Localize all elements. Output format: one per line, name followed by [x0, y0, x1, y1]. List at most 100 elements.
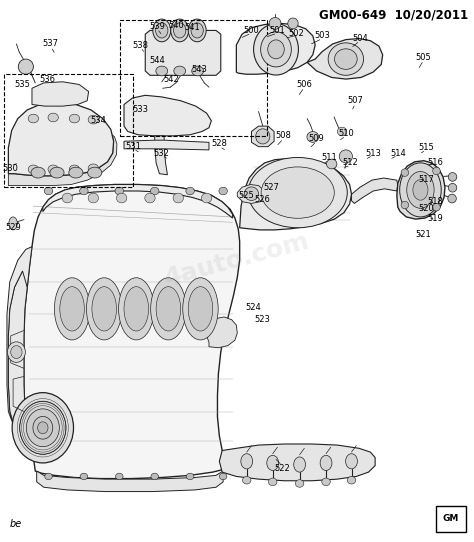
Ellipse shape [60, 287, 84, 331]
Text: 526: 526 [255, 195, 270, 204]
Text: 517: 517 [418, 175, 434, 184]
Text: 530: 530 [3, 164, 18, 173]
Ellipse shape [261, 167, 334, 218]
Ellipse shape [347, 476, 356, 484]
Ellipse shape [150, 187, 159, 195]
Ellipse shape [433, 203, 440, 211]
Ellipse shape [433, 167, 440, 175]
Ellipse shape [254, 24, 299, 75]
Text: 513: 513 [365, 149, 381, 158]
Ellipse shape [339, 150, 353, 163]
Ellipse shape [88, 164, 99, 172]
Ellipse shape [62, 193, 73, 203]
Text: 514: 514 [390, 149, 406, 158]
Text: 536: 536 [39, 75, 55, 83]
Text: 512: 512 [343, 158, 358, 167]
Text: 540: 540 [168, 21, 184, 29]
Ellipse shape [328, 43, 364, 75]
Text: 541: 541 [184, 23, 201, 32]
Text: 524: 524 [246, 304, 261, 312]
Ellipse shape [48, 113, 58, 122]
Text: 516: 516 [428, 158, 444, 167]
Polygon shape [32, 82, 89, 106]
Ellipse shape [327, 159, 337, 169]
Ellipse shape [400, 163, 441, 217]
Ellipse shape [401, 201, 409, 209]
Ellipse shape [188, 287, 213, 331]
Ellipse shape [186, 473, 194, 480]
Text: 544: 544 [149, 56, 165, 64]
Ellipse shape [153, 19, 171, 42]
Ellipse shape [33, 416, 53, 439]
Text: 520: 520 [418, 204, 434, 214]
Polygon shape [240, 159, 352, 230]
Polygon shape [307, 38, 383, 79]
Text: 503: 503 [314, 31, 330, 40]
Ellipse shape [448, 194, 456, 203]
Ellipse shape [116, 473, 123, 480]
Polygon shape [124, 140, 209, 150]
Ellipse shape [20, 401, 66, 454]
Ellipse shape [48, 165, 58, 173]
Ellipse shape [294, 457, 306, 472]
Text: 511: 511 [321, 153, 337, 162]
Text: 519: 519 [428, 214, 443, 223]
Ellipse shape [171, 19, 189, 42]
Ellipse shape [241, 454, 253, 469]
Polygon shape [352, 178, 398, 203]
Ellipse shape [186, 187, 194, 195]
Text: 531: 531 [126, 142, 141, 151]
Ellipse shape [11, 346, 22, 359]
Ellipse shape [28, 114, 38, 123]
Ellipse shape [69, 114, 80, 123]
Ellipse shape [28, 165, 38, 173]
Ellipse shape [37, 422, 48, 434]
Text: 504: 504 [352, 34, 368, 43]
Polygon shape [9, 135, 117, 185]
Ellipse shape [151, 278, 186, 340]
Ellipse shape [401, 169, 409, 176]
Ellipse shape [413, 179, 428, 200]
Text: 508: 508 [275, 131, 292, 140]
Ellipse shape [188, 19, 206, 42]
Text: be: be [10, 519, 22, 530]
Ellipse shape [92, 287, 117, 331]
Ellipse shape [69, 165, 80, 173]
Ellipse shape [8, 342, 25, 363]
Text: 505: 505 [416, 53, 432, 62]
Ellipse shape [183, 278, 218, 340]
Ellipse shape [86, 278, 122, 340]
Ellipse shape [155, 23, 168, 38]
Ellipse shape [201, 193, 212, 203]
Text: 538: 538 [133, 41, 148, 49]
Ellipse shape [268, 40, 284, 59]
Text: 529: 529 [5, 223, 21, 233]
Ellipse shape [243, 476, 251, 484]
Ellipse shape [26, 409, 59, 447]
Polygon shape [251, 126, 274, 147]
Text: 500: 500 [244, 26, 259, 35]
Ellipse shape [174, 66, 186, 76]
Text: 534: 534 [90, 116, 106, 125]
Polygon shape [145, 30, 221, 75]
Text: 506: 506 [296, 80, 312, 89]
Polygon shape [155, 136, 167, 175]
Ellipse shape [219, 473, 227, 480]
Text: GM00-649  10/20/2011: GM00-649 10/20/2011 [319, 9, 469, 22]
Ellipse shape [269, 17, 281, 29]
Ellipse shape [248, 158, 347, 228]
Ellipse shape [151, 473, 158, 480]
Ellipse shape [145, 193, 155, 203]
Polygon shape [9, 102, 114, 176]
Ellipse shape [268, 478, 277, 486]
Ellipse shape [18, 59, 33, 74]
Ellipse shape [407, 171, 434, 208]
Text: 518: 518 [428, 197, 444, 207]
Polygon shape [397, 161, 445, 219]
Ellipse shape [50, 167, 64, 178]
Polygon shape [43, 184, 233, 218]
Text: 515: 515 [418, 143, 434, 152]
Ellipse shape [307, 132, 319, 143]
Text: 509: 509 [309, 134, 325, 143]
Text: 532: 532 [154, 149, 170, 158]
